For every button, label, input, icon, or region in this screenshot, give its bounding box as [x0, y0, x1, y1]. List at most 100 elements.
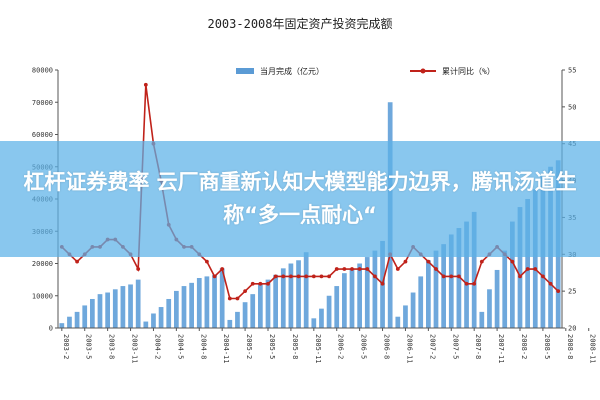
bar	[280, 268, 286, 328]
bar	[265, 279, 271, 329]
x-tick-label: 2007-2	[428, 334, 436, 359]
bar	[494, 269, 500, 328]
bar	[181, 286, 187, 328]
bar	[441, 244, 446, 328]
bar	[433, 250, 439, 328]
x-tick-label: 2007-11	[497, 334, 505, 364]
line-point	[457, 274, 461, 279]
y-left-tick-label: 10000	[32, 292, 53, 300]
x-tick-label: 2004-8	[199, 334, 207, 359]
series-line	[61, 84, 559, 300]
bar	[59, 323, 65, 328]
line-point	[472, 281, 477, 286]
x-ticks: 2003-2 2003-5 2003-8 2003-11 2004-2 2004-5 200…	[61, 328, 597, 364]
x-tick-label: 2006-2	[337, 334, 345, 359]
bar	[311, 318, 317, 328]
x-tick-label: 2003-11	[131, 334, 139, 364]
x-tick-label: 2008-2	[520, 334, 528, 359]
line-point	[426, 259, 431, 264]
line-point	[304, 274, 309, 279]
x-tick-label: 2007-5	[451, 334, 459, 359]
x-tick-label: 2003-2	[62, 334, 70, 359]
line-point	[281, 274, 286, 279]
bar	[342, 273, 347, 328]
x-tick-label: 2006-8	[383, 334, 391, 359]
bar	[349, 268, 355, 328]
bar	[296, 260, 301, 328]
bar	[74, 311, 80, 329]
bar	[128, 284, 133, 328]
line-point	[556, 289, 561, 294]
line-point	[518, 274, 522, 279]
x-tick-label: 2005-2	[245, 334, 253, 359]
bar	[143, 321, 149, 328]
line-point	[541, 274, 545, 279]
line-point	[441, 274, 446, 279]
bar	[120, 286, 126, 328]
bar	[372, 250, 378, 328]
x-tick-label: 2004-2	[153, 334, 161, 359]
line-point	[342, 267, 347, 271]
bar	[219, 268, 225, 328]
bar	[135, 279, 141, 329]
y-left-tick-label: 80000	[32, 67, 53, 75]
bar	[158, 307, 164, 328]
bar	[227, 319, 233, 328]
bar	[334, 286, 340, 328]
line-point	[373, 274, 377, 279]
x-tick-label: 2008-5	[543, 334, 551, 359]
y-right-tick-label: 25	[568, 288, 576, 296]
bar	[242, 302, 248, 328]
line-point	[434, 267, 438, 271]
bar	[525, 199, 530, 328]
bar	[196, 278, 202, 328]
bar	[105, 292, 110, 328]
line-point	[75, 259, 79, 264]
bar	[418, 276, 424, 328]
bar	[82, 305, 88, 328]
bar	[151, 313, 156, 328]
bar	[471, 211, 477, 328]
bar	[502, 250, 508, 328]
bar	[189, 282, 194, 328]
line-point	[289, 274, 293, 279]
bar	[288, 263, 294, 328]
bar	[357, 263, 362, 328]
legend: 当月完成（亿元） 累计同比（%）	[236, 66, 495, 76]
bar	[403, 305, 408, 328]
bar	[510, 221, 515, 328]
line-point	[380, 281, 385, 286]
line-point	[243, 289, 247, 294]
bar	[426, 260, 431, 328]
line-point	[525, 267, 530, 271]
headline-text[interactable]: 杠杆证券费率 云厂商重新认知大模型能力边界，腾讯汤道生称“多一点耐心“	[23, 170, 577, 227]
line-point	[479, 259, 484, 264]
line-point	[258, 281, 263, 286]
y-right-tick-label: 50	[568, 103, 576, 111]
line-point	[449, 274, 454, 279]
line-point	[296, 274, 301, 279]
x-tick-label: 2004-11	[222, 334, 230, 364]
x-tick-label: 2005-5	[268, 334, 276, 359]
line-point	[250, 281, 255, 286]
y-left-tick-label: 60000	[32, 131, 53, 139]
headline-banner[interactable]: 杠杆证券费率 云厂商重新认知大模型能力边界，腾讯汤道生称“多一点耐心“	[0, 141, 600, 257]
y-right-tick-label: 20	[568, 325, 576, 333]
y-left-tick-label: 70000	[32, 99, 53, 107]
bar	[235, 311, 240, 329]
y-left-tick-label: 0	[49, 325, 53, 333]
x-tick-label: 2008-11	[589, 334, 597, 364]
legend-bar-swatch	[236, 68, 254, 74]
x-tick-label: 2005-8	[291, 334, 299, 359]
line-point	[357, 267, 362, 271]
line-point	[510, 259, 515, 264]
line-point	[533, 267, 538, 271]
x-tick-label: 2003-8	[108, 334, 116, 359]
line-point	[212, 274, 217, 279]
x-tick-label: 2006-11	[405, 334, 413, 364]
line-point	[220, 267, 225, 271]
y-left-tick-label: 20000	[32, 260, 53, 268]
bar	[166, 298, 172, 328]
line-point	[350, 267, 354, 271]
bar	[303, 252, 309, 328]
